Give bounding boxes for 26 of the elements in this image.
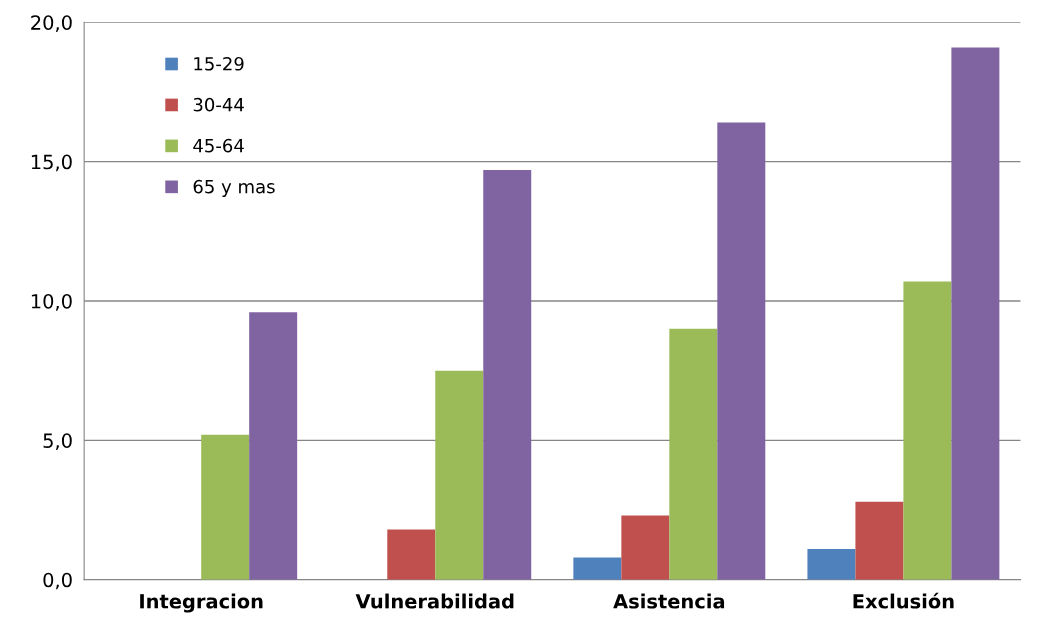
bar [387, 529, 436, 580]
y-tick-label: 0,0 [43, 572, 72, 590]
x-tick-label: Integracion [140, 593, 263, 613]
legend-label: 15-29 [194, 56, 244, 71]
bar [249, 312, 298, 580]
legend-label: 65 y mas [193, 179, 275, 197]
bar [669, 328, 718, 580]
x-tick-label: Exclusión [853, 592, 954, 609]
legend-label: 45-64 [193, 138, 244, 153]
bar [573, 557, 622, 580]
bar [435, 370, 484, 580]
bar [951, 47, 1000, 580]
y-tick-label: 20,0 [31, 15, 72, 32]
bar [903, 281, 952, 580]
y-tick-label: 10,0 [31, 293, 72, 311]
y-tick-label: 5,0 [43, 433, 72, 450]
x-tick-label: Vulnerabilidad [355, 593, 514, 609]
x-tick-label: Asistencia [613, 593, 725, 609]
bar [201, 434, 250, 580]
bar [621, 515, 670, 580]
bar [855, 501, 904, 580]
bar [483, 170, 532, 580]
legend-label: 30-44 [193, 97, 244, 112]
bar [717, 122, 766, 580]
y-tick-label: 15,0 [31, 154, 72, 172]
bar [807, 549, 856, 580]
